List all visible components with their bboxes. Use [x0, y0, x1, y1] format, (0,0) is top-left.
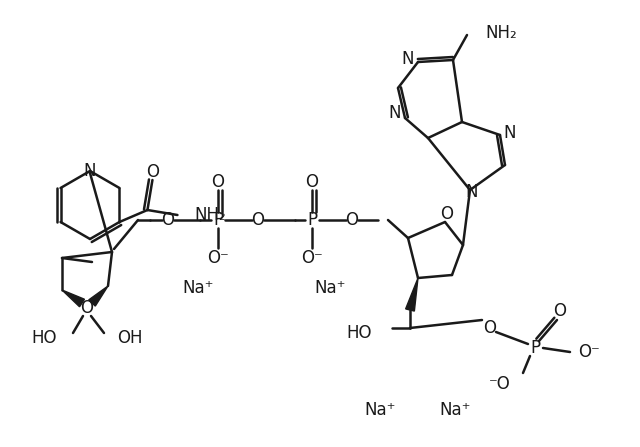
Text: NH₂: NH₂: [195, 206, 226, 224]
Text: Na⁺: Na⁺: [314, 279, 346, 297]
Text: Na⁺: Na⁺: [182, 279, 214, 297]
Text: O⁻: O⁻: [578, 343, 600, 361]
Text: HO: HO: [31, 329, 57, 347]
Text: O: O: [146, 163, 159, 181]
Text: OH: OH: [117, 329, 143, 347]
Text: O⁻: O⁻: [207, 249, 229, 267]
Text: O: O: [554, 302, 566, 320]
Polygon shape: [62, 290, 84, 307]
Text: NH₂: NH₂: [485, 24, 516, 42]
Text: O⁻: O⁻: [301, 249, 323, 267]
Text: Na⁺: Na⁺: [439, 401, 471, 419]
Text: N: N: [402, 50, 414, 68]
Text: N: N: [84, 162, 96, 180]
Text: N: N: [388, 104, 401, 122]
Text: O: O: [346, 211, 358, 229]
Polygon shape: [406, 278, 418, 311]
Text: O: O: [161, 211, 175, 229]
Text: HO: HO: [346, 324, 372, 342]
Text: ⁻O: ⁻O: [489, 375, 511, 393]
Text: O: O: [483, 319, 497, 337]
Text: O: O: [211, 173, 225, 191]
Text: Na⁺: Na⁺: [364, 401, 396, 419]
Text: O: O: [81, 299, 93, 317]
Text: O: O: [305, 173, 319, 191]
Text: P: P: [530, 339, 540, 357]
Text: O: O: [440, 205, 454, 223]
Text: N: N: [504, 124, 516, 142]
Text: N: N: [466, 183, 478, 201]
Text: O: O: [252, 211, 264, 229]
Text: P: P: [307, 211, 317, 229]
Polygon shape: [89, 286, 108, 306]
Text: P: P: [213, 211, 223, 229]
